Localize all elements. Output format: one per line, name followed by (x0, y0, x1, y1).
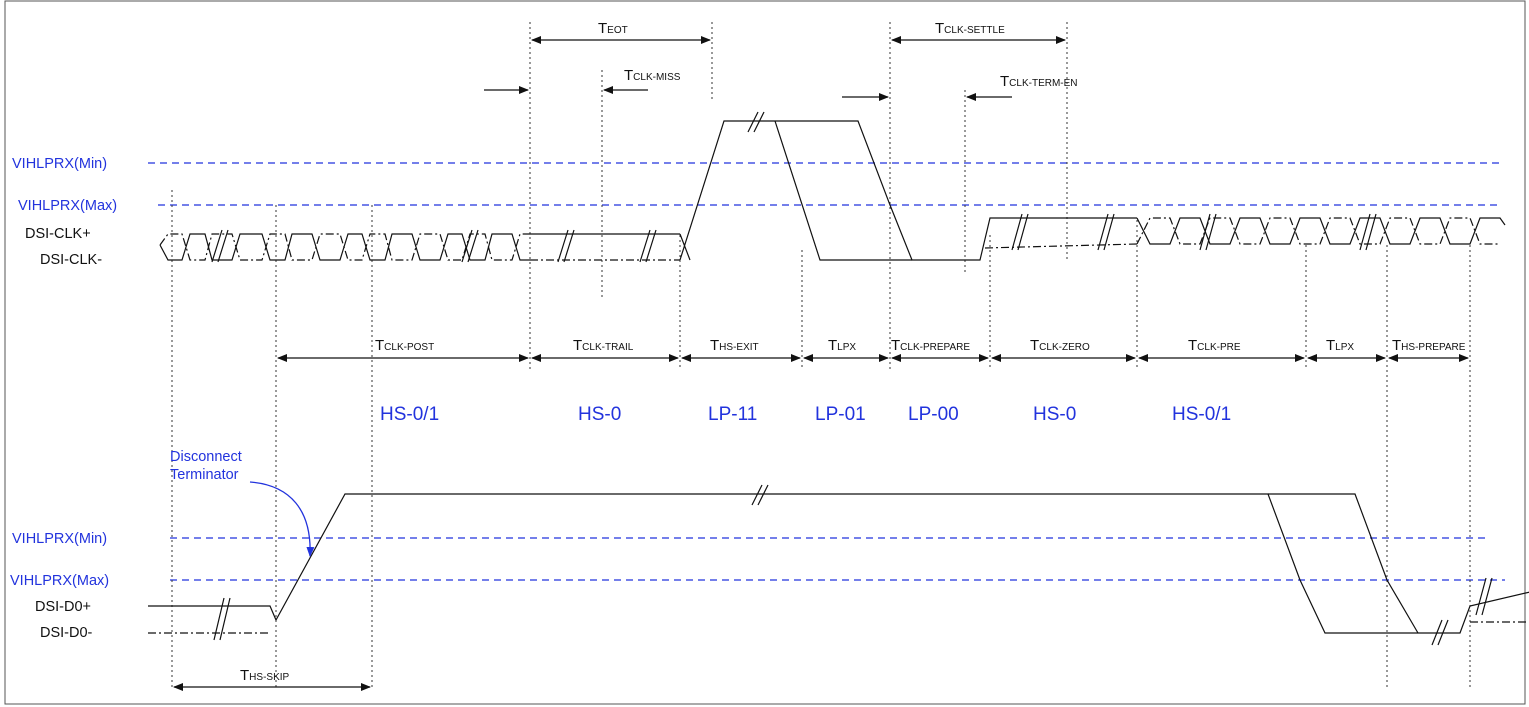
svg-text:TCLK-MISS: TCLK-MISS (624, 67, 681, 84)
data-vih-max-label: VIHLPRX(Max) (10, 573, 109, 589)
t-hs-exit-label: THS-EXIT (710, 337, 759, 354)
d0-minus-label: DSI-D0- (40, 625, 93, 641)
svg-text:TEOT: TEOT (598, 20, 628, 37)
t-clk-zero-label: TCLK-ZERO (1030, 337, 1090, 354)
t-hs-prepare-label: THS-PREPARE (1392, 337, 1466, 354)
svg-text:TCLK-SETTLE: TCLK-SETTLE (935, 20, 1005, 37)
state-hs-0-1-second: HS-0/1 (1172, 404, 1231, 425)
t-clk-post-label: TCLK-POST (375, 337, 434, 354)
state-lp-11: LP-11 (708, 404, 757, 425)
t-clk-pre-label: TCLK-PRE (1188, 337, 1241, 354)
diagram-frame (4, 0, 1526, 705)
svg-text:TCLK-TERM-EN: TCLK-TERM-EN (1000, 73, 1078, 90)
clk-waveform (159, 111, 1506, 263)
clk-plus-label: DSI-CLK+ (25, 226, 91, 242)
annotation-line1: Disconnect (170, 449, 242, 465)
t-clk-settle-label: TCLK-SETTLE (935, 20, 1005, 37)
clk-vih-max-label: VIHLPRX(Max) (18, 198, 117, 214)
t-eot-label: TEOT (598, 20, 628, 37)
d0-plus-label: DSI-D0+ (35, 599, 91, 615)
t-clk-trail-label: TCLK-TRAIL (573, 337, 634, 354)
state-lp-00: LP-00 (908, 404, 959, 425)
clk-vih-min-label: VIHLPRX(Min) (12, 156, 107, 172)
state-hs-0-1: HS-0/1 (380, 404, 439, 425)
d0-waveform (148, 484, 1529, 646)
t-clk-miss-label: TCLK-MISS (624, 67, 681, 84)
t-clk-prepare-label: TCLK-PREPARE (891, 337, 970, 354)
t-hs-skip-label: THS-SKIP (240, 667, 290, 684)
annotation-line2: Terminator (170, 467, 239, 483)
state-hs-0-second: HS-0 (1033, 404, 1076, 425)
t-clk-term-en-label: TCLK-TERM-EN (1000, 73, 1078, 90)
state-lp-01: LP-01 (815, 404, 866, 425)
data-vih-min-label: VIHLPRX(Min) (12, 531, 107, 547)
annotation-arrow (249, 481, 315, 557)
t-lpx1-label: TLPX (828, 337, 856, 354)
t-lpx2-label: TLPX (1326, 337, 1354, 354)
state-hs-0: HS-0 (578, 404, 621, 425)
clk-minus-label: DSI-CLK- (40, 252, 102, 268)
